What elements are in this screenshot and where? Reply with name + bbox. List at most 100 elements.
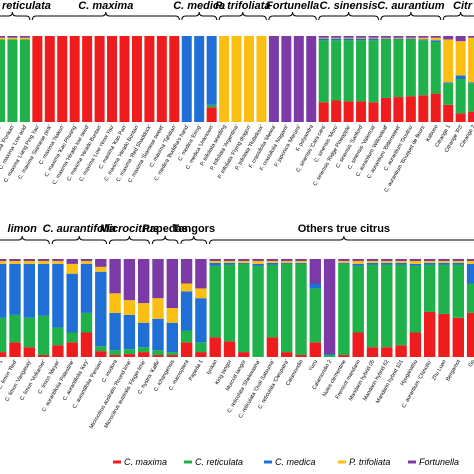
bar-segment-fortunella <box>393 36 404 38</box>
bar-segment-c-reticulata <box>409 265 422 333</box>
bar-segment-c-medica <box>37 263 50 316</box>
bar-segment-c-medica <box>194 36 205 122</box>
bar-segment-p-trifoliata <box>343 37 354 39</box>
bar-segment-p-trifoliata <box>52 260 64 264</box>
bar-segment-c-maxima <box>468 111 474 122</box>
bar-segment-c-maxima <box>131 36 142 122</box>
bar-segment-fortunella <box>405 36 416 38</box>
bar-segment-c-maxima <box>82 36 93 122</box>
group-label-reticulata: reticulata <box>2 0 51 12</box>
group-label-fortunella: Fortunella <box>266 0 319 12</box>
bar-segment-c-reticulata <box>66 332 78 343</box>
bar-segment-fortunella <box>306 36 317 122</box>
bar-segment-p-trifoliata <box>238 260 250 263</box>
bar-segment-c-medica <box>223 262 236 265</box>
bar-segment-fortunella <box>19 36 30 38</box>
bar-segment-c-medica <box>152 318 164 351</box>
bar-segment-c-reticulata <box>452 264 464 318</box>
bar-segment-p-trifoliata <box>468 37 474 83</box>
bar-segment-c-reticulata <box>455 79 466 114</box>
group-brace <box>442 11 474 21</box>
bar-segment-c-medica <box>366 262 379 265</box>
bar-segment-fortunella <box>430 36 441 38</box>
bar-segment-p-trifoliata <box>368 37 379 39</box>
group-label-tangors: Tangors <box>173 223 216 235</box>
bar-segment-c-medica <box>123 314 136 350</box>
bar-segment-c-medica <box>424 262 436 265</box>
bar-segment-p-trifoliata <box>256 36 267 122</box>
bar-segment-fortunella <box>323 259 336 355</box>
group-brace <box>180 235 208 245</box>
bar-segment-c-maxima <box>223 341 236 357</box>
group-label-c-sinensis: C. sinensis <box>320 0 378 12</box>
sample-label: Iyokan <box>206 359 219 376</box>
bar-segment-c-maxima <box>356 101 367 122</box>
bar-segment-c-reticulata <box>23 317 35 348</box>
bar-segment-fortunella <box>95 259 107 267</box>
bar-segment-c-medica <box>352 263 364 266</box>
bar-segment-p-trifoliata <box>318 37 329 39</box>
bar-segment-c-reticulata <box>252 265 264 357</box>
bottom-panel: C. limon 1C. limon 'Red'C. limon 'Vangas… <box>0 223 474 430</box>
bar-segment-fortunella <box>443 36 454 40</box>
bar-segment-p-trifoliata <box>381 260 393 263</box>
bar-segment-c-maxima <box>309 342 321 357</box>
bar-segment-c-reticulata <box>9 314 21 343</box>
legend-label-c-medica: C. medica <box>275 457 316 467</box>
bar-segment-fortunella <box>266 259 279 261</box>
bar-segment-c-maxima <box>430 93 441 122</box>
legend: C. maxima C. reticulata C. medica P. trifol… <box>113 457 459 467</box>
bar-segment-c-maxima <box>95 351 107 357</box>
bar-segment-c-maxima <box>209 337 221 357</box>
legend-label-c-reticulata: C. reticulata <box>195 457 243 467</box>
bar-segment-c-maxima <box>418 95 429 122</box>
bar-segment-c-medica <box>180 291 193 331</box>
bar-segment-c-maxima <box>23 347 35 357</box>
group-label-p-trifoliata: P. trifoliata <box>215 0 270 12</box>
bar-segment-c-maxima <box>195 352 207 357</box>
bar-segment-p-trifoliata <box>393 37 404 39</box>
group-label-papedas: Papedas <box>143 223 188 235</box>
bar-segment-c-reticulata <box>223 264 236 342</box>
bar-segment-c-reticulata <box>380 39 391 98</box>
group-label-c-aurantifolia: C. aurantifolia <box>43 223 116 235</box>
bar-segment-c-maxima <box>169 36 180 122</box>
bar-segment-c-maxima <box>37 355 50 357</box>
group-brace <box>108 235 150 245</box>
bar-segment-fortunella <box>281 259 293 261</box>
bar-segment-c-medica <box>66 273 78 333</box>
bar-segment-p-trifoliata <box>223 260 236 263</box>
bar-segment-p-trifoliata <box>252 260 264 264</box>
bar-segment-c-medica <box>323 354 336 356</box>
bar-segment-fortunella <box>37 259 50 261</box>
legend-label-fortunella: Fortunella <box>419 457 459 467</box>
bar-segment-c-reticulata <box>338 263 350 356</box>
group-label-citr: Citr <box>453 0 473 12</box>
bar-segment-c-medica <box>318 38 329 41</box>
bar-segment-fortunella <box>356 36 367 38</box>
bar-segment-fortunella <box>455 36 466 42</box>
bar-segment-c-medica <box>438 262 450 265</box>
bar-segment-fortunella <box>395 259 407 261</box>
bar-segment-fortunella <box>180 259 193 284</box>
bar-segment-c-maxima <box>381 347 393 357</box>
bar-segment-c-maxima <box>443 104 454 122</box>
bar-segment-c-reticulata <box>368 40 379 103</box>
bar-segment-c-reticulata <box>430 42 441 94</box>
bar-segment-p-trifoliata <box>219 36 230 122</box>
group-label-limon: limon <box>8 223 38 235</box>
bar-segment-p-trifoliata <box>430 37 441 41</box>
bar-segment-p-trifoliata <box>0 260 7 264</box>
bar-segment-fortunella <box>352 259 364 261</box>
bar-segment-c-medica <box>95 271 107 347</box>
bar-segment-c-reticulata <box>393 39 404 98</box>
bar-segment-fortunella <box>293 36 304 122</box>
bar-segment-c-medica <box>331 38 342 41</box>
bar-segment-c-medica <box>206 36 217 105</box>
bar-segment-fortunella <box>418 36 429 38</box>
bar-segment-c-maxima <box>80 332 93 357</box>
group-brace <box>218 11 267 21</box>
bar-segment-p-trifoliata <box>37 260 50 264</box>
bar-segment-c-maxima <box>368 102 379 122</box>
bar-segment-fortunella <box>368 36 379 38</box>
